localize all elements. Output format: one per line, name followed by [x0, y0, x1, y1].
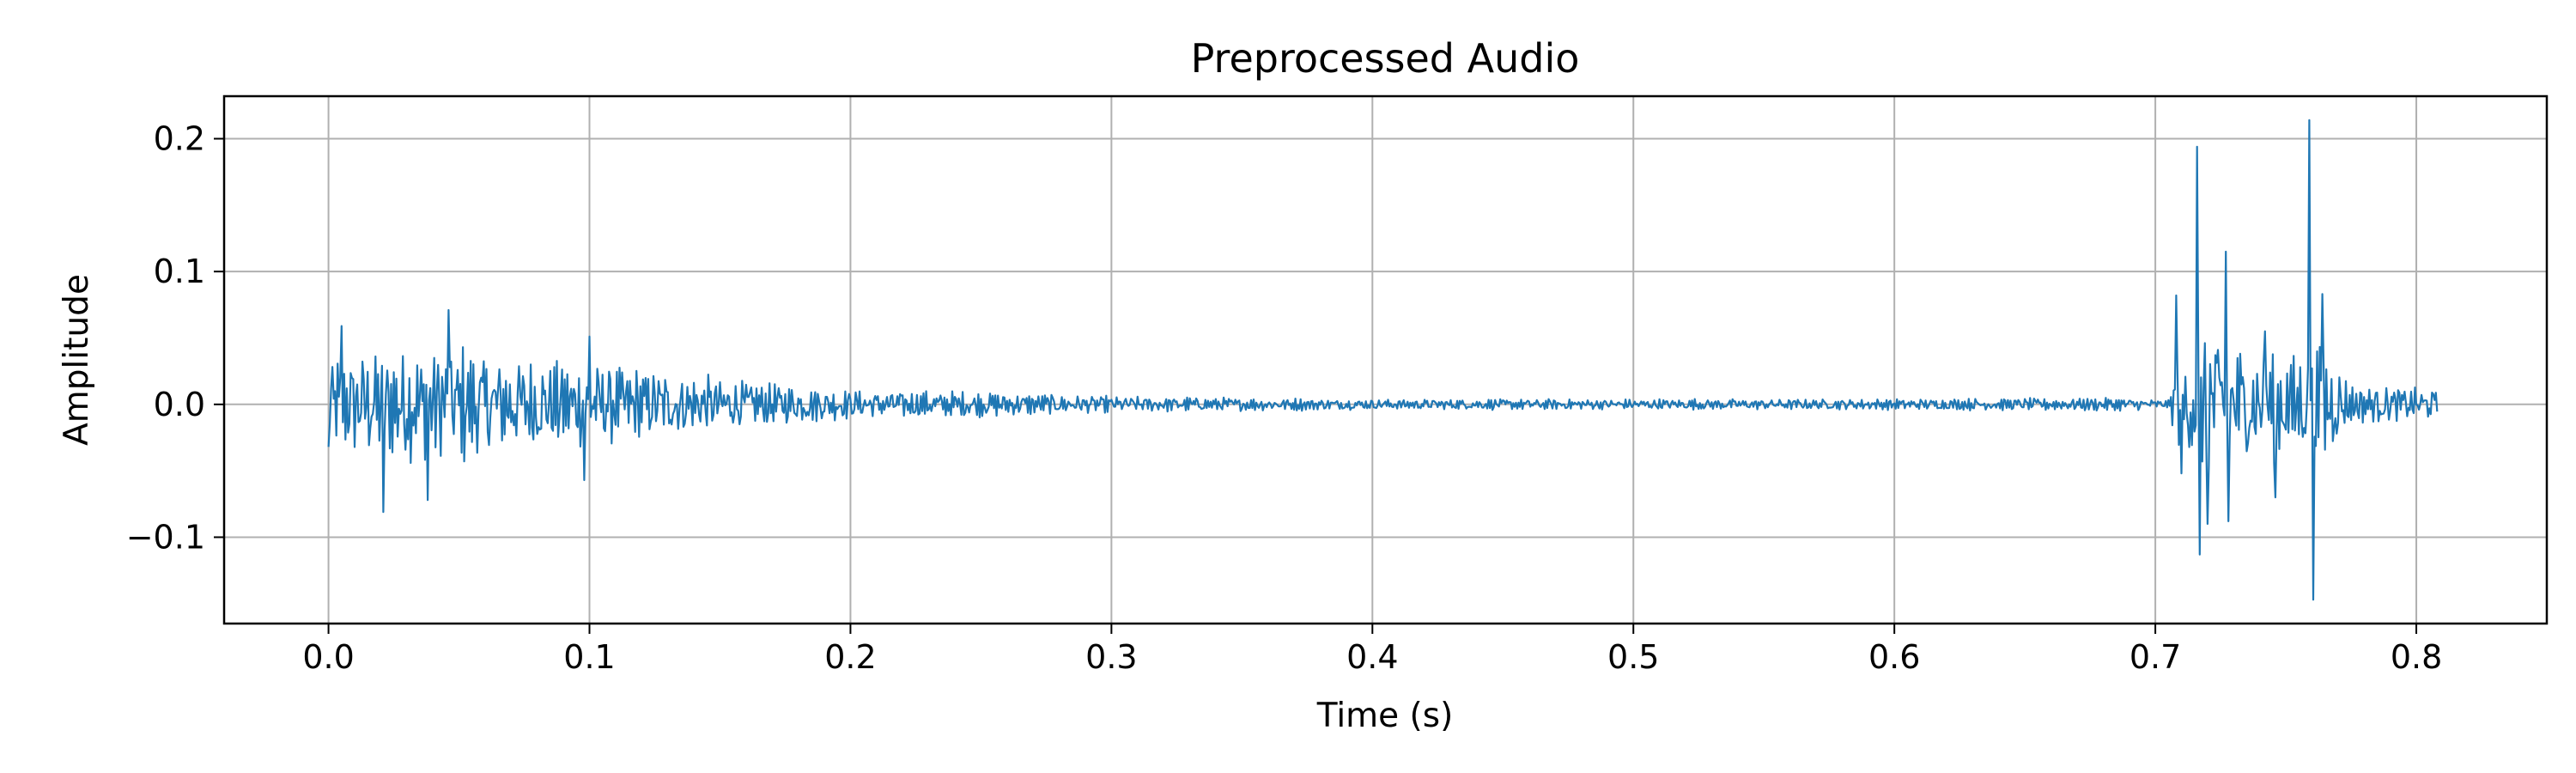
plot-frame [222, 94, 2549, 625]
y-axis-title: Amplitude [58, 274, 96, 446]
series-layer [327, 119, 2439, 601]
y-tick-label: 0.1 [154, 253, 205, 290]
x-tick-label: 0.1 [563, 638, 615, 676]
x-axis-title: Time (s) [1316, 697, 1454, 735]
waveform-line [327, 119, 2439, 601]
y-tick-label: 0.2 [154, 119, 205, 157]
chart-title: Preprocessed Audio [1191, 35, 1580, 82]
x-tick-label: 0.0 [302, 638, 354, 676]
x-tick-label: 0.3 [1085, 638, 1137, 676]
x-tick-label: 0.7 [2129, 638, 2181, 676]
x-tick-label: 0.6 [1868, 638, 1920, 676]
y-tick-label: 0.0 [154, 386, 205, 423]
x-tick-label: 0.5 [1607, 638, 1659, 676]
x-tick-label: 0.2 [824, 638, 876, 676]
x-tick-label: 0.4 [1346, 638, 1398, 676]
x-tick-label: 0.8 [2391, 638, 2442, 676]
y-tick-label: −0.1 [126, 518, 205, 556]
ticks: 0.0 0.1 0.2 0.3 0.4 0.5 0.6 0.7 0.8 −0.1 0.0 0.1 0.2 [126, 119, 2443, 676]
